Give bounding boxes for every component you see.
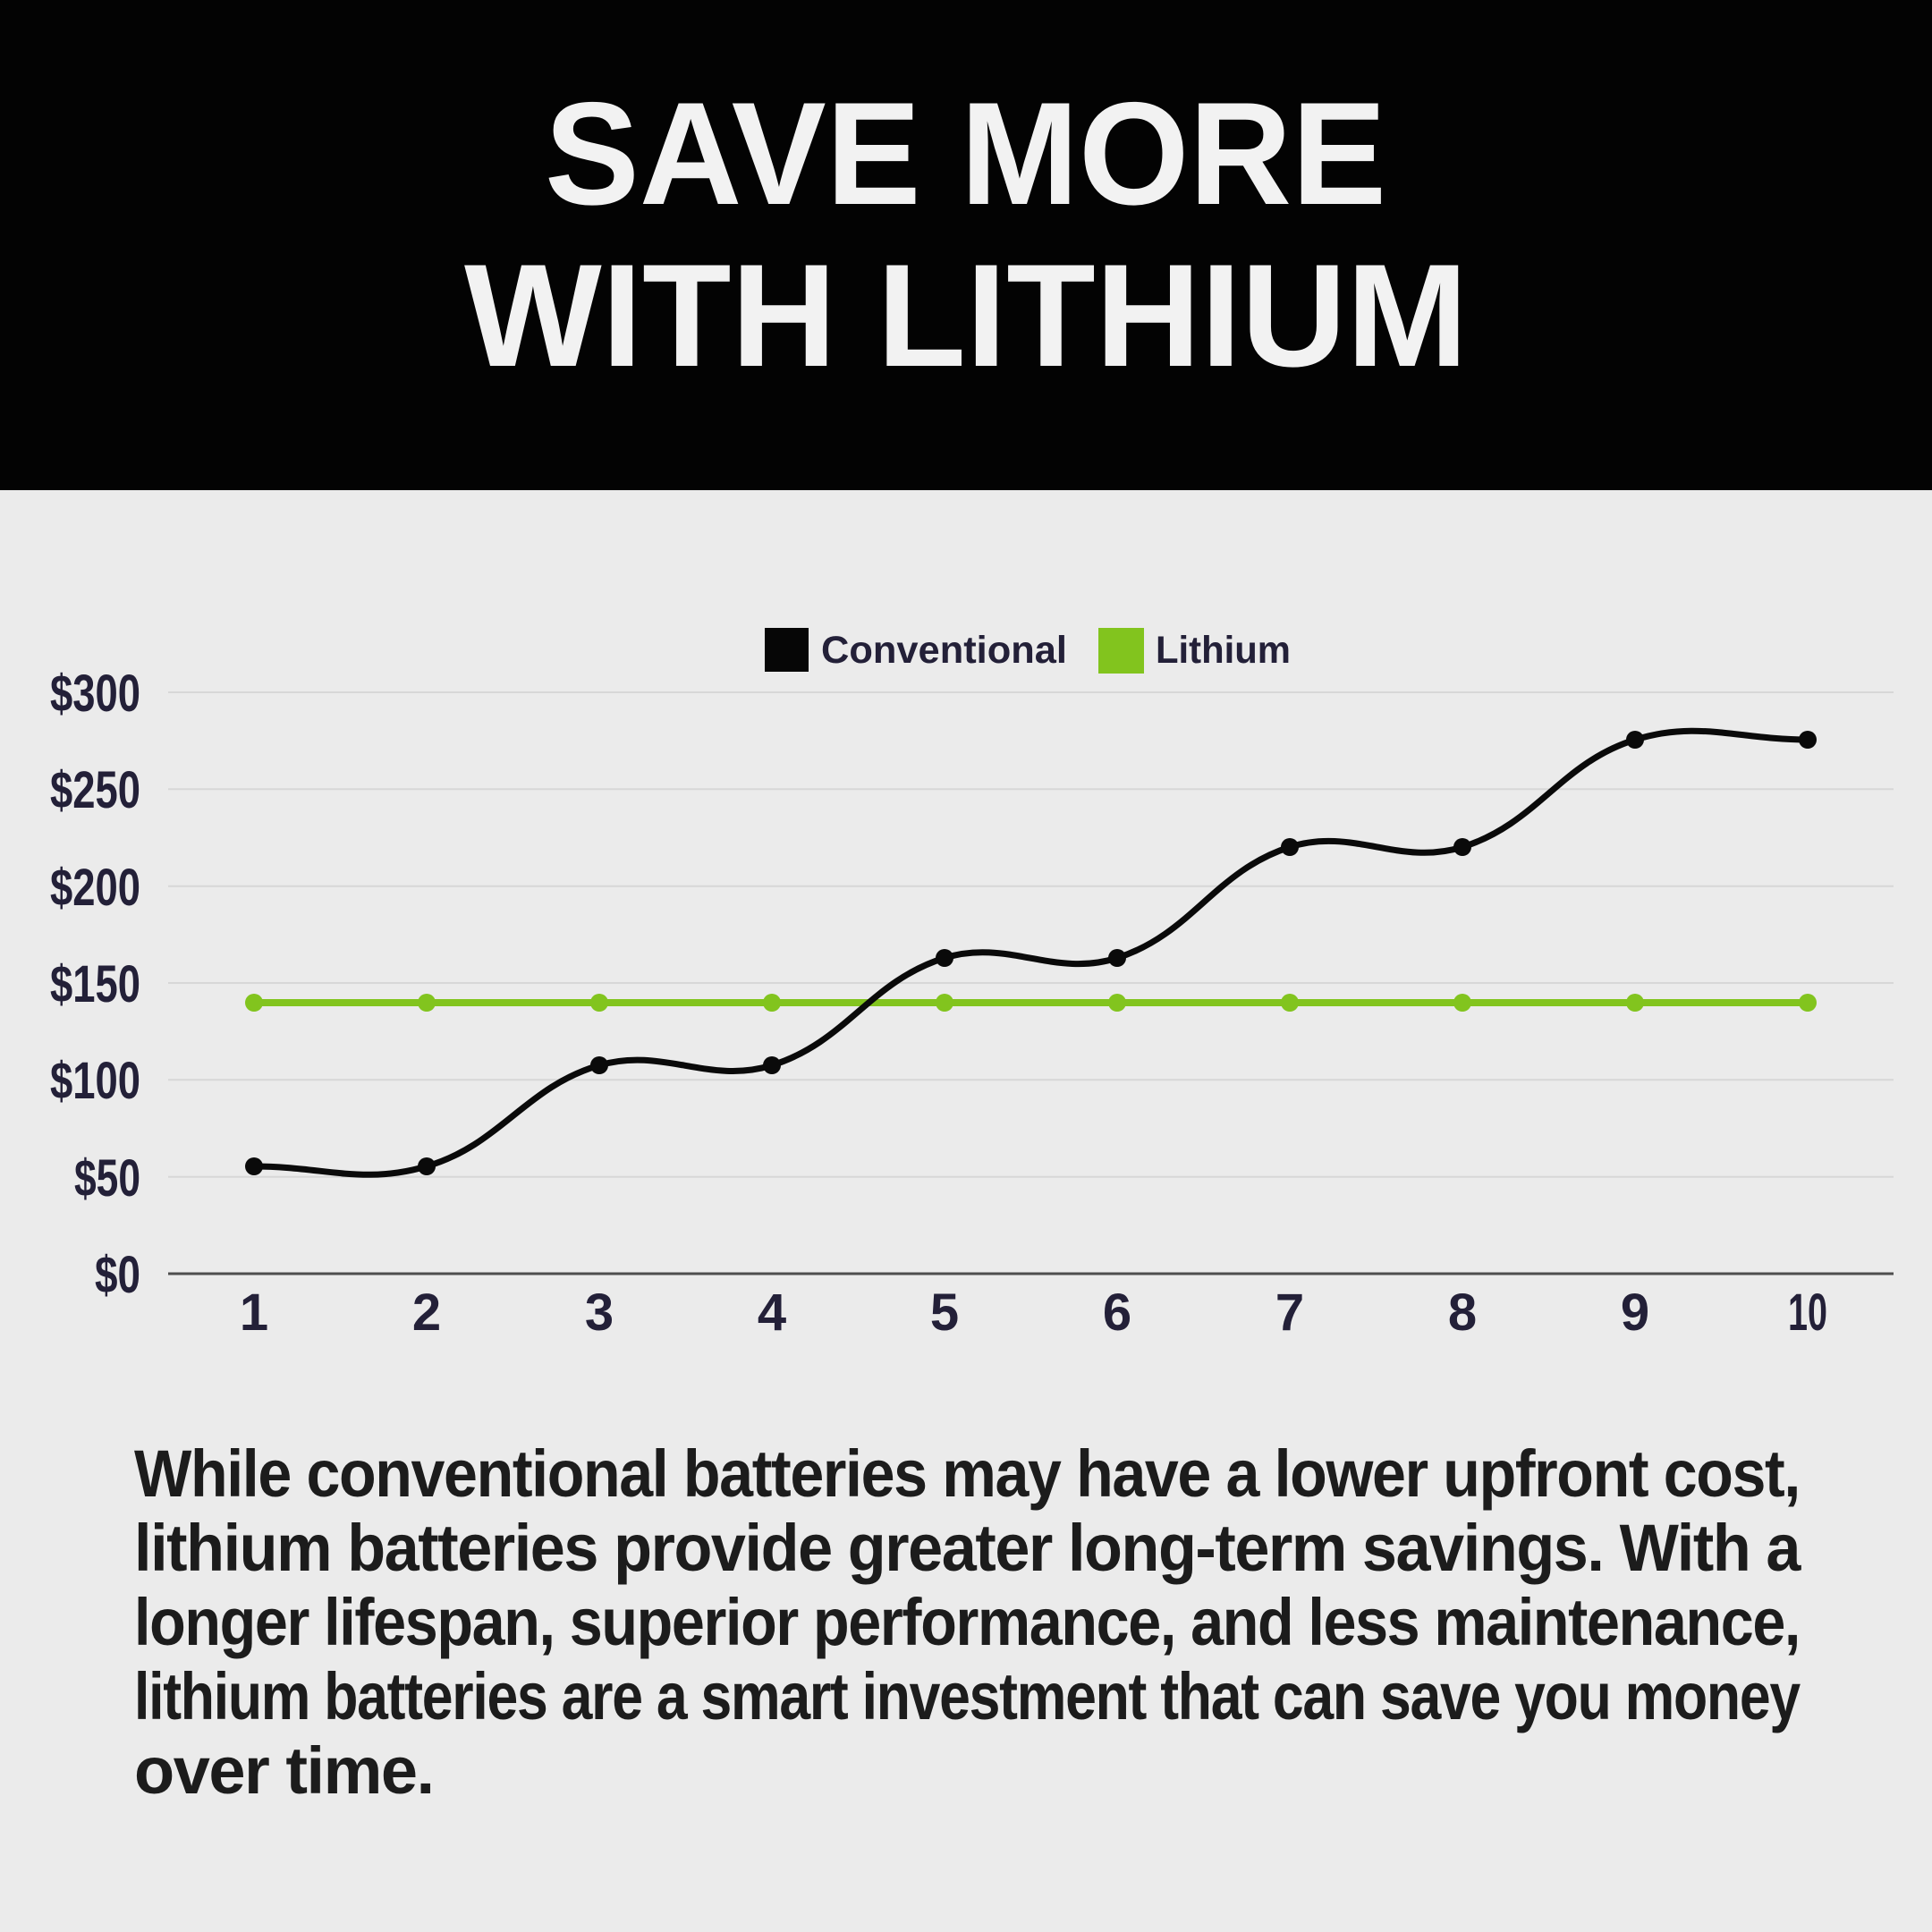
svg-text:2: 2: [412, 1284, 441, 1342]
svg-text:9: 9: [1621, 1284, 1649, 1342]
svg-text:$300: $300: [50, 665, 140, 723]
svg-text:$250: $250: [50, 761, 140, 819]
svg-text:8: 8: [1448, 1284, 1477, 1342]
svg-text:$100: $100: [50, 1052, 140, 1110]
svg-text:6: 6: [1103, 1284, 1131, 1342]
svg-text:5: 5: [930, 1284, 959, 1342]
svg-text:Conventional: Conventional: [821, 629, 1067, 672]
svg-text:3: 3: [585, 1284, 614, 1342]
svg-text:4: 4: [758, 1284, 786, 1342]
svg-text:$50: $50: [74, 1149, 140, 1208]
svg-text:10: 10: [1788, 1284, 1827, 1342]
svg-text:1: 1: [240, 1284, 268, 1342]
svg-text:Lithium: Lithium: [1156, 629, 1291, 672]
svg-text:7: 7: [1275, 1284, 1304, 1342]
svg-text:$0: $0: [95, 1246, 140, 1304]
svg-text:$150: $150: [50, 955, 140, 1013]
svg-text:$200: $200: [50, 859, 140, 917]
